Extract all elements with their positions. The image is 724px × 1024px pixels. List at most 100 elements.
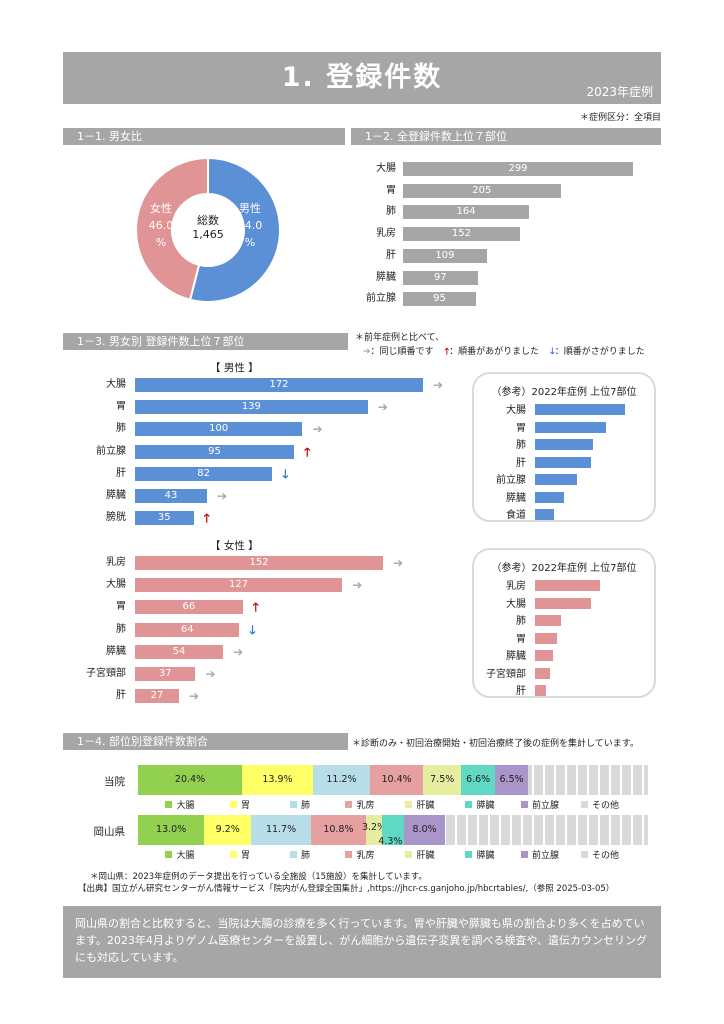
legend-swatch <box>229 801 237 808</box>
bar-category-label: 大腸 <box>506 405 526 416</box>
male-top7-chart: 大腸 172 ➔ 胃 139 ➔ 肺 100 ➔ 前立腺 95 🡑 肝 82 🡓 膵臓 43 ➔ 膀胱 35 🡑 <box>63 376 463 528</box>
bar-category-label: 肺 <box>516 616 526 627</box>
legend-item: 胃 <box>210 798 270 811</box>
bar-value-label: 37 <box>158 668 172 679</box>
ratio-segment-label: 7.5% <box>430 774 455 785</box>
bar-category-label: 胃 <box>116 601 126 613</box>
legend-label: 肝臓 <box>416 801 435 811</box>
bar-category-label: 膀胱 <box>106 512 126 524</box>
bar-value-label: 164 <box>456 206 476 218</box>
page-title: 1. 登録件数 <box>281 62 443 93</box>
down-arrow-icon: 🡓 <box>550 347 555 357</box>
bar-category-label: 膵臓 <box>106 490 126 501</box>
ratio-bar: 20.4% 13.9% 11.2% 10.4% 7.5% 6.6% 6.5% <box>138 765 648 795</box>
ratio-segment-label: 3.2% <box>361 822 387 833</box>
male-slice-label: 男性 54.0 % <box>232 200 268 251</box>
section-1-3-title: 1－3. 男女別 登録件数上位７部位 <box>63 333 348 350</box>
bar-category-label: 前立腺 <box>366 293 396 305</box>
same-arrow-icon: ➔ <box>352 578 363 593</box>
down-arrow-icon: 🡓 <box>249 622 256 637</box>
section-1-2-title: 1－2. 全登録件数上位７部位 <box>351 128 661 145</box>
ratio-segment-label: 13.0% <box>156 824 187 835</box>
bar-category-label: 大腸 <box>506 598 526 610</box>
ref-female-chart: 乳房 大腸肺胃膵臓 子宮頸部肝 <box>474 574 654 697</box>
bar: 64 <box>135 622 240 637</box>
bar: 127 <box>135 578 343 593</box>
ratio-segment: 4.3% <box>378 815 405 847</box>
bar-category-label: 乳房 <box>506 581 526 592</box>
legend-label: 乳房 <box>356 851 375 861</box>
legend-swatch <box>345 801 353 808</box>
legend-label: 前立腺 <box>531 801 559 811</box>
bar-value-label: 152 <box>249 557 269 568</box>
bar-category-label: 大腸 <box>376 163 396 174</box>
bar: 95 <box>403 292 477 307</box>
bar: 100 <box>135 422 303 437</box>
ref-female-box: （参考）2022年症例 上位7部位 乳房 大腸肺胃膵臓 子宮頸部肝 <box>472 548 656 698</box>
legend-swatch <box>520 851 528 858</box>
bar-value-label: 95 <box>208 445 221 457</box>
bar <box>535 632 557 644</box>
legend-label: 膵臓 <box>476 851 495 861</box>
ratio-segment: 13.0% <box>138 815 205 845</box>
ratio-segment: 13.9% <box>242 765 313 795</box>
ref-male-title: （参考）2022年症例 上位7部位 <box>491 387 637 398</box>
up-arrow-icon: 🡑 <box>203 511 210 526</box>
bar <box>535 615 561 626</box>
ratio-row-label: 岡山県 <box>93 826 126 838</box>
legend-label: 肺 <box>300 851 310 861</box>
ratio-legend: 大腸 胃 肺 乳房 肝臓 膵臓 前立腺 その他 <box>150 798 630 811</box>
bar: 82 <box>135 466 273 481</box>
legend-item: 肺 <box>270 798 330 811</box>
ratio-bar: 13.0% 9.2% 11.7% 10.8% 3.2% 4.3% 8.0% <box>138 815 648 847</box>
bar-category-label: 胃 <box>516 422 526 434</box>
section-1-1-title: 1－1. 男女比 <box>63 128 345 145</box>
legend-item: 乳房 <box>330 848 390 861</box>
legend-item: その他 <box>570 798 630 811</box>
legend-label: 胃 <box>240 851 250 861</box>
ratio-segment: 6.5% <box>495 765 529 795</box>
bar: 66 <box>135 600 243 615</box>
ratio-segment-label: 11.2% <box>326 774 357 785</box>
ratio-segment-label: 9.2% <box>215 824 240 835</box>
legend-item: 乳房 <box>330 798 390 811</box>
bar: 205 <box>403 183 561 198</box>
summary-box: 岡山県の割合と比較すると、当院は大腸の診療を多く行っています。胃や肝臓や膵臓も県… <box>63 906 661 978</box>
legend-swatch <box>229 851 237 858</box>
bar-category-label: 前立腺 <box>96 445 126 457</box>
bar-category-label: 肝 <box>116 467 126 479</box>
section-1-4-title: 1－4. 部位別登録件数割合 <box>63 733 348 750</box>
same-arrow-icon: ➔ <box>217 489 228 503</box>
bar: 109 <box>403 248 487 263</box>
bar-category-label: 大腸 <box>106 579 126 591</box>
ratio-segment: 7.5% <box>423 765 462 795</box>
bar <box>535 404 625 415</box>
bar-category-label: 胃 <box>516 633 526 645</box>
ratio-segment-label: 6.6% <box>466 774 491 785</box>
total-value: 1,465 <box>192 228 224 241</box>
legend-swatch <box>405 801 413 808</box>
top7-all-chart: 大腸 299 胃 205 肺 164 乳房 152 肝 109 膵臓 97 前立腺 95 <box>351 152 661 312</box>
bar <box>535 491 565 503</box>
ratio-segment: 6.6% <box>461 765 495 795</box>
same-arrow-icon: ➔ <box>363 347 371 357</box>
title-banner: 1. 登録件数 2023年症例 <box>63 52 661 104</box>
bar-category-label: 膵臓 <box>506 651 526 662</box>
bar <box>535 474 578 485</box>
bar-value-label: 299 <box>508 163 528 174</box>
male-pct: 54.0 <box>237 219 263 232</box>
legend-swatch <box>520 801 528 808</box>
legend-swatch <box>580 851 588 858</box>
bar: 299 <box>403 162 633 176</box>
legend-item: 膵臓 <box>450 848 510 861</box>
female-label: 女性 <box>150 202 172 215</box>
ratio-segment-label: 10.4% <box>381 774 412 785</box>
ratio-segment: 10.8% <box>310 815 366 845</box>
bar-value-label: 64 <box>180 623 194 635</box>
ratio-segment: 11.2% <box>312 765 371 795</box>
ratio-segment: 9.2% <box>204 815 252 845</box>
bar-value-label: 95 <box>433 293 446 305</box>
ratio-segment: 20.4% <box>138 765 243 795</box>
same-arrow-icon: ➔ <box>189 689 200 704</box>
legend-swatch <box>465 851 473 858</box>
